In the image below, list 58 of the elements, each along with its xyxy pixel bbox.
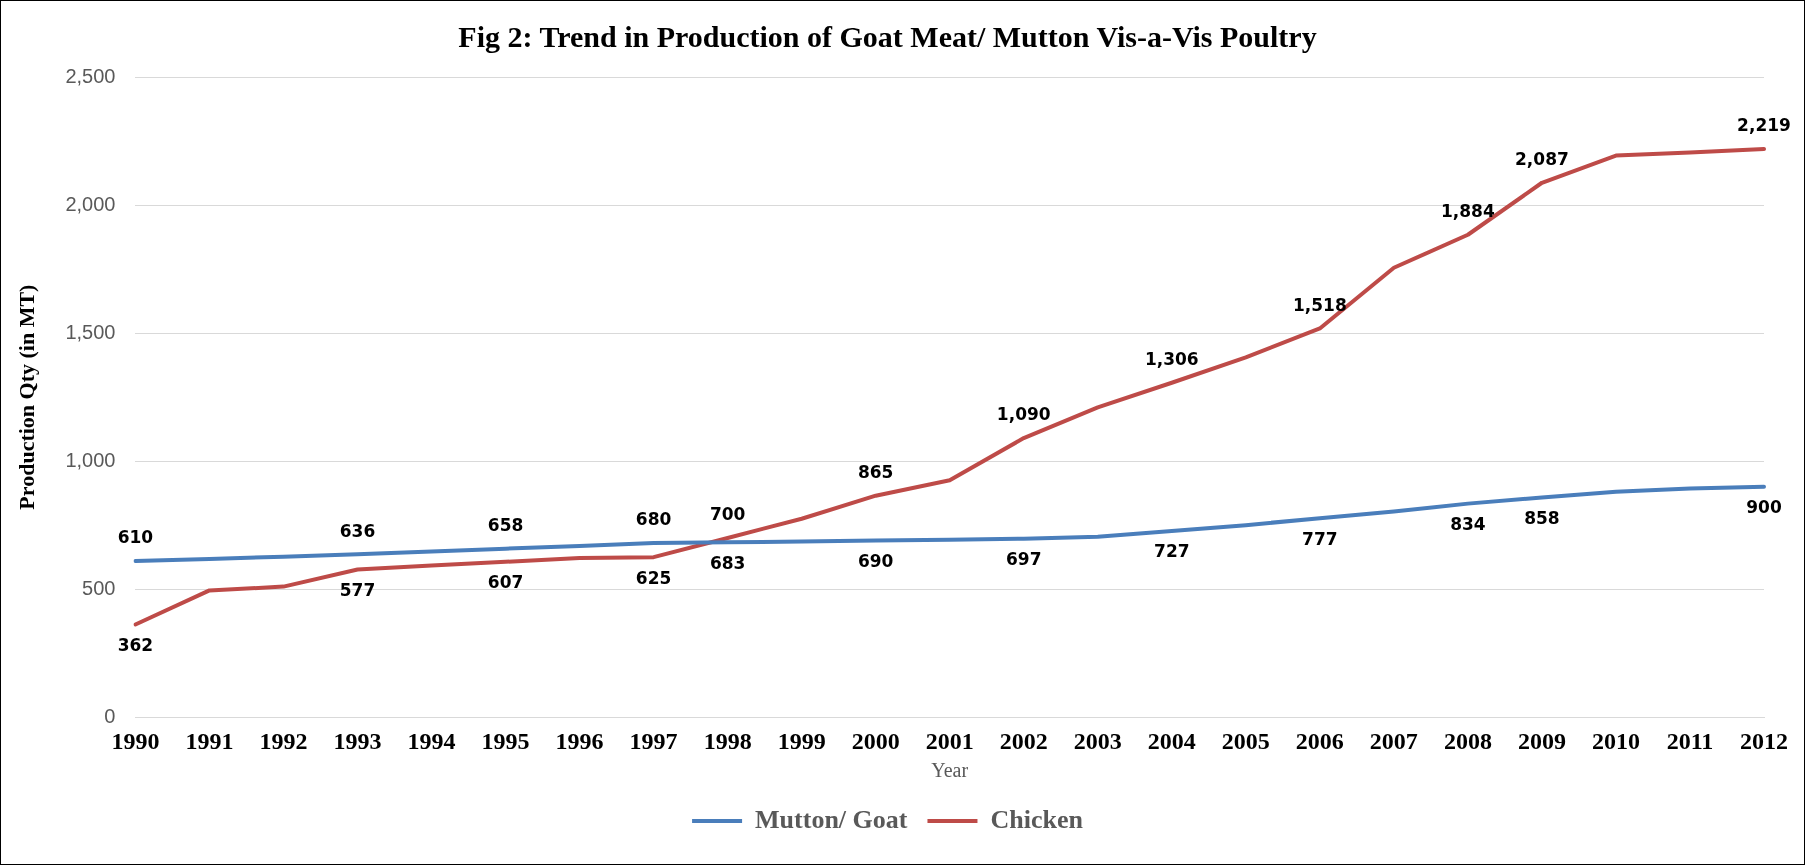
data-label: 680: [635, 509, 672, 530]
data-label: 610: [117, 527, 154, 548]
data-label: 1,090: [996, 404, 1051, 425]
x-tick-label: 2007: [1369, 727, 1418, 754]
x-tick-label: 2009: [1517, 727, 1566, 754]
data-label: 834: [1450, 514, 1486, 535]
data-label: 636: [339, 520, 376, 541]
y-tick-label: 2,500: [65, 64, 116, 87]
data-label: 697: [1006, 549, 1042, 570]
y-tick-label: 1,500: [65, 320, 116, 343]
data-label: 700: [709, 504, 746, 525]
x-tick-label: 2001: [925, 727, 974, 754]
x-tick-label: 1998: [703, 727, 752, 754]
data-label: 865: [857, 462, 894, 483]
data-label: 777: [1302, 528, 1338, 549]
y-tick-label: 500: [82, 576, 116, 599]
x-tick-label: 2005: [1221, 727, 1270, 754]
y-tick-label: 0: [104, 704, 116, 727]
x-tick-label: 2011: [1666, 727, 1714, 754]
y-tick-label: 2,000: [65, 192, 116, 215]
data-label: 362: [117, 634, 154, 655]
x-tick-label: 2010: [1591, 727, 1640, 754]
x-tick-label: 1991: [185, 727, 234, 754]
data-label: 625: [635, 567, 672, 588]
x-axis-title: Year: [931, 759, 969, 782]
data-label: 1,884: [1441, 201, 1495, 222]
x-tick-label: 1996: [555, 727, 604, 754]
legend-label: Chicken: [990, 804, 1084, 834]
x-tick-label: 1993: [333, 727, 382, 754]
data-label: 858: [1524, 507, 1560, 528]
x-tick-label: 2006: [1295, 727, 1344, 754]
data-label: 658: [487, 515, 524, 536]
y-tick-label: 1,000: [65, 448, 116, 471]
x-tick-label: 1997: [629, 727, 678, 754]
data-label: 2,219: [1737, 115, 1791, 136]
data-label: 577: [339, 579, 376, 600]
x-tick-label: 1999: [777, 727, 826, 754]
data-label: 1,518: [1292, 294, 1347, 315]
x-tick-label: 2012: [1740, 727, 1788, 754]
x-tick-label: 2008: [1443, 727, 1492, 754]
x-tick-label: 1995: [481, 727, 530, 754]
data-label: 2,087: [1515, 149, 1569, 170]
legend-label: Mutton/ Goat: [755, 804, 908, 834]
y-axis-title: Production Qty (in MT): [13, 284, 39, 510]
data-label: 727: [1154, 541, 1190, 562]
data-label: 1,306: [1144, 349, 1199, 370]
x-tick-label: 1990: [111, 727, 160, 754]
x-tick-label: 2003: [1073, 727, 1122, 754]
data-label: 900: [1746, 497, 1782, 518]
data-label: 690: [857, 550, 894, 571]
x-tick-label: 2002: [999, 727, 1048, 754]
data-label: 607: [487, 572, 524, 593]
x-tick-label: 1994: [407, 727, 456, 754]
x-tick-label: 1992: [259, 727, 308, 754]
x-tick-label: 2004: [1147, 727, 1196, 754]
data-label: 683: [709, 552, 746, 573]
x-tick-label: 2000: [851, 727, 900, 754]
chart-title: Fig 2: Trend in Production of Goat Meat/ Mutton Vis-a-Vis Poultry: [458, 19, 1317, 53]
